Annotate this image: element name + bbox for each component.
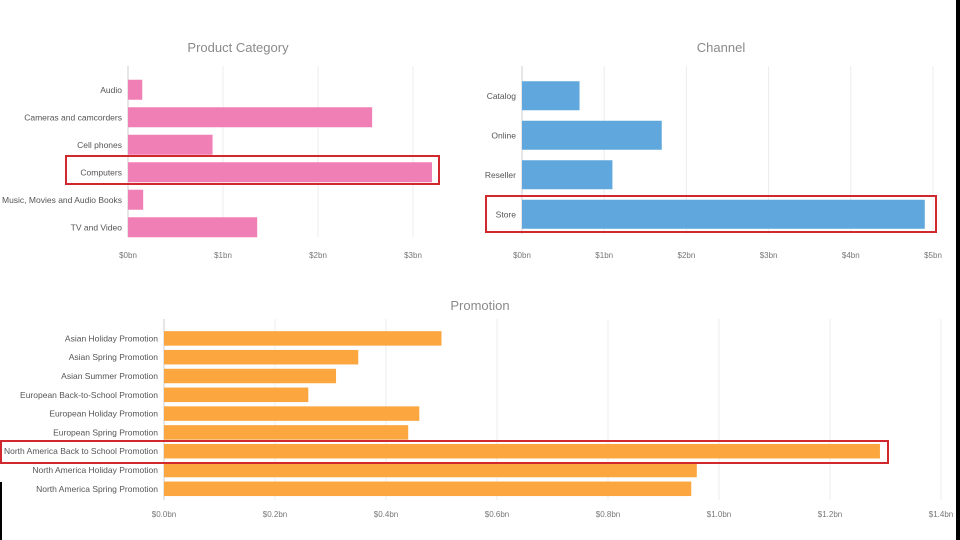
y-category-label: European Holiday Promotion (49, 409, 158, 419)
highlight-box (65, 155, 440, 185)
bar-north-america-back-to-school-promotion[interactable] (164, 443, 880, 459)
y-category-label: North America Holiday Promotion (32, 465, 158, 475)
x-tick-label: $0.0bn (152, 510, 176, 519)
x-tick-label: $1.2bn (818, 510, 842, 519)
chart-title: Product Category (187, 40, 289, 55)
y-category-label: North America Back to School Promotion (4, 446, 158, 456)
y-category-label: Music, Movies and Audio Books (2, 195, 122, 205)
x-tick-label: $1.0bn (707, 510, 731, 519)
x-tick-label: $0.6bn (485, 510, 509, 519)
window-edge-left (0, 482, 2, 540)
product-category-chart: Product Category $0bn $1bn $2bn $3bn Audio Ca… (2, 40, 440, 260)
bar-store[interactable] (522, 199, 925, 229)
bar-audio[interactable] (128, 79, 143, 100)
x-tick-label: $0.2bn (263, 510, 287, 519)
x-tick-label: $3bn (760, 251, 778, 260)
bar-european-spring-promotion[interactable] (164, 425, 409, 440)
x-tick-label: $4bn (842, 251, 860, 260)
bar-tv-and-video[interactable] (128, 217, 258, 238)
y-category-label: European Back-to-School Promotion (20, 390, 158, 400)
bar-cameras-and-camcorders[interactable] (128, 107, 373, 128)
chart-title: Channel (697, 40, 746, 55)
bar-catalog[interactable] (522, 81, 580, 111)
bar-online[interactable] (522, 120, 662, 150)
highlight-box (485, 195, 937, 233)
x-tick-label: $1bn (214, 251, 232, 260)
x-tick-label: $0bn (513, 251, 531, 260)
x-tick-label: $5bn (924, 251, 942, 260)
bar-asian-summer-promotion[interactable] (164, 368, 337, 384)
y-category-label: Asian Summer Promotion (61, 371, 158, 381)
y-category-label: Cameras and camcorders (24, 112, 122, 122)
y-category-label: Cell phones (77, 140, 122, 150)
y-category-label: Store (496, 209, 517, 219)
y-category-label: TV and Video (71, 222, 123, 232)
bar-north-america-spring-promotion[interactable] (164, 481, 692, 497)
bar-computers[interactable] (128, 162, 432, 183)
y-category-label: Reseller (485, 170, 516, 180)
window-edge (956, 0, 960, 540)
x-tick-label: $1bn (595, 251, 613, 260)
bar-cell-phones[interactable] (128, 134, 213, 155)
x-tick-label: $2bn (678, 251, 696, 260)
x-tick-label: $1.4bn (929, 510, 953, 519)
y-category-label: Audio (100, 85, 122, 95)
chart-title: Promotion (450, 298, 509, 313)
bar-reseller[interactable] (522, 160, 613, 190)
channel-chart: Channel $0bn $1bn $2bn $3bn $4bn $5bn Catalog O… (485, 40, 942, 260)
y-category-label: North America Spring Promotion (36, 484, 158, 494)
x-tick-label: $0bn (119, 251, 137, 260)
promotion-chart: Promotion $0.0bn $0.2bn $0.4bn $0.6bn $0.8bn… (0, 298, 953, 519)
bar-music-movies-and-audio-books[interactable] (128, 189, 144, 210)
x-tick-label: $0.8bn (596, 510, 620, 519)
highlight-box (0, 440, 889, 464)
y-category-label: Catalog (487, 91, 517, 101)
bar-north-america-holiday-promotion[interactable] (164, 462, 697, 478)
y-category-label: Asian Holiday Promotion (65, 333, 158, 343)
y-category-label: Online (491, 130, 516, 140)
x-tick-label: $0.4bn (374, 510, 398, 519)
x-tick-label: $2bn (309, 251, 327, 260)
y-category-label: European Spring Promotion (53, 427, 158, 437)
y-category-label: Computers (80, 167, 122, 177)
bar-asian-spring-promotion[interactable] (164, 349, 359, 365)
x-tick-label: $3bn (404, 251, 422, 260)
bar-european-back-to-school-promotion[interactable] (164, 387, 309, 403)
bar-european-holiday-promotion[interactable] (164, 406, 420, 421)
y-category-label: Asian Spring Promotion (69, 352, 159, 362)
bar-asian-holiday-promotion[interactable] (164, 331, 442, 346)
